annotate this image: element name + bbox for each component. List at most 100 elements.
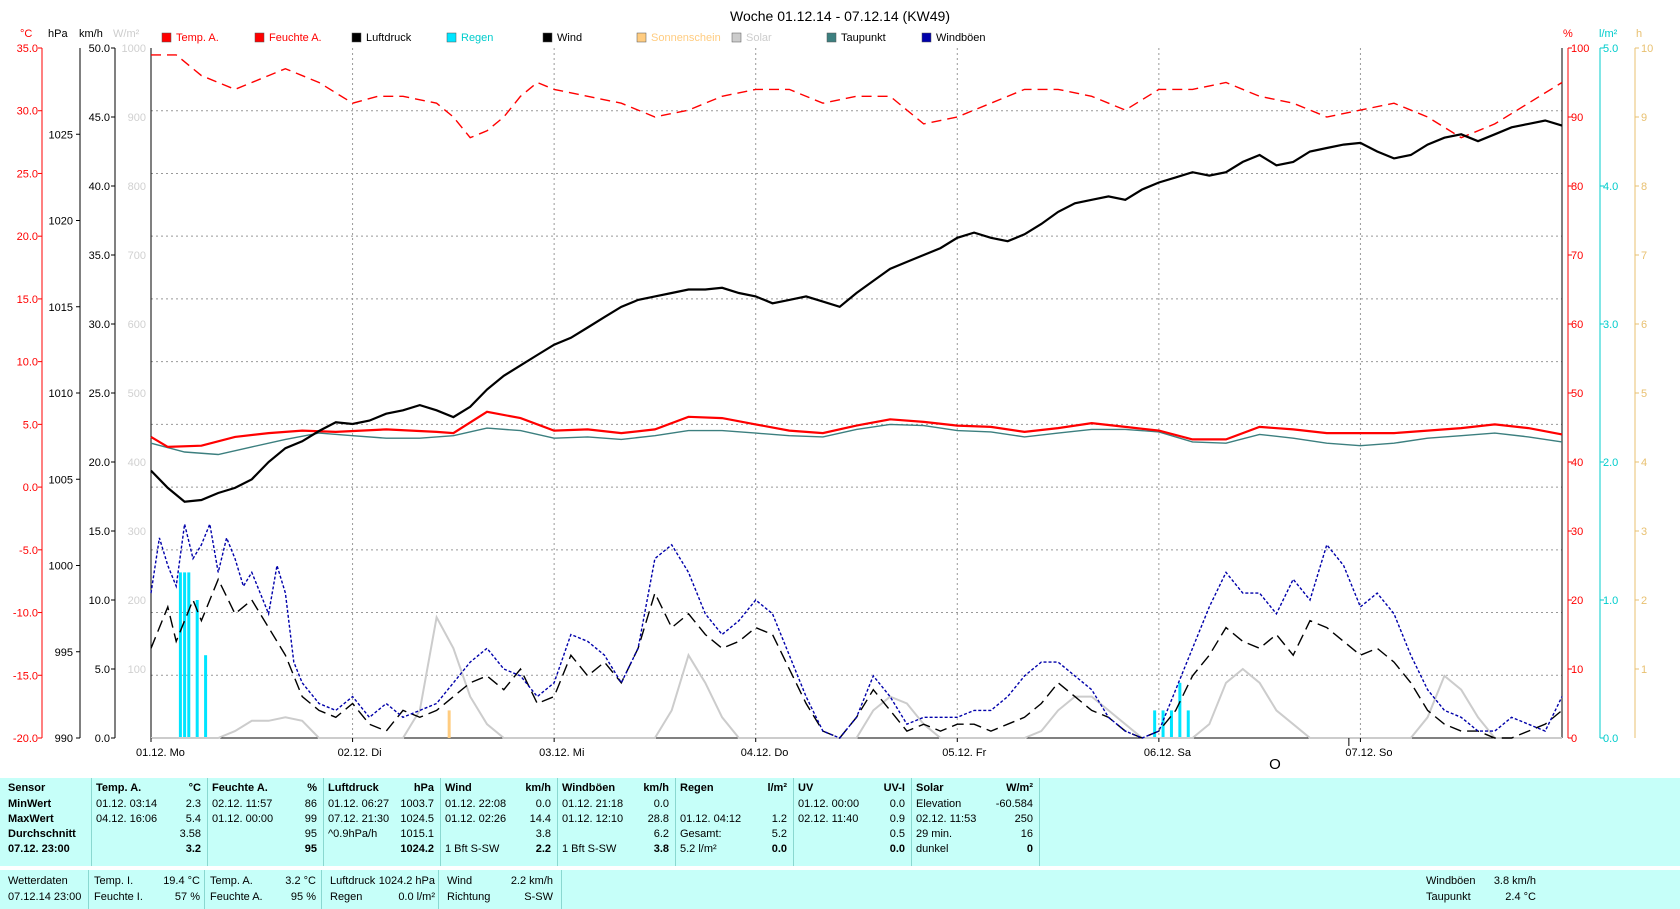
stats-cell: 0.0 bbox=[889, 798, 905, 810]
stats-cell: 95 bbox=[304, 828, 317, 840]
stats-cell: Sensor bbox=[8, 782, 46, 794]
stats-cell: 2.2 bbox=[535, 843, 551, 855]
stats-cell: W/m² bbox=[1006, 782, 1033, 794]
tick-label-temp: 0.0 bbox=[23, 482, 38, 494]
stats-cell: 07.12. 23:00 bbox=[8, 843, 70, 855]
stats-cell: Solar bbox=[916, 782, 944, 794]
stats-row-header: Sensor Temp. A. °C Feuchte A.% Luftdruck hPa W… bbox=[0, 781, 1680, 796]
stats-cell: UV bbox=[798, 782, 814, 794]
info-cell: Wind bbox=[447, 875, 473, 887]
tick-label-pct: 60 bbox=[1571, 319, 1583, 331]
bar-regen bbox=[204, 655, 208, 738]
chart-series bbox=[150, 54, 1563, 739]
stats-cell: 01.12. 03:14 bbox=[96, 798, 158, 810]
stats-cell: 07.12. 21:30 bbox=[328, 813, 390, 825]
x-label: 05.12. Fr bbox=[942, 747, 986, 759]
tick-label-wm2: 100 bbox=[128, 664, 146, 676]
legend-label: Regen bbox=[461, 32, 493, 44]
x-label: 02.12. Di bbox=[338, 747, 382, 759]
series-solar bbox=[151, 614, 1562, 739]
legend-label: Taupunkt bbox=[841, 32, 886, 44]
stats-cell: 99 bbox=[304, 813, 317, 825]
tick-label-temp: 35.0 bbox=[17, 43, 38, 55]
tick-label-kmh: 25.0 bbox=[89, 388, 110, 400]
tick-label-hpa: 1020 bbox=[49, 216, 73, 228]
legend-swatch bbox=[826, 32, 837, 43]
tick-label-temp: 10.0 bbox=[17, 357, 38, 369]
stats-cell: 1.2 bbox=[771, 813, 787, 825]
info-cell: Taupunkt bbox=[1426, 891, 1471, 903]
weather-chart: Woche 01.12.14 - 07.12.14 (KW49) Temp. A… bbox=[13, 8, 1653, 773]
tick-label-kmh: 15.0 bbox=[89, 526, 110, 538]
tick-label-temp: 15.0 bbox=[17, 294, 38, 306]
tick-label-wm2: 900 bbox=[128, 112, 146, 124]
stats-column bbox=[0, 778, 92, 866]
legend-swatch bbox=[446, 32, 457, 43]
stats-cell: 1024.2 bbox=[400, 843, 434, 855]
tick-label-h: 7 bbox=[1641, 250, 1647, 262]
stats-cell: 01.12. 06:27 bbox=[328, 798, 390, 810]
stats-column bbox=[558, 778, 676, 866]
series-feuchte-a- bbox=[151, 54, 1563, 139]
stats-row-max: MaxWert 04.12. 16:06 5.4 01.12. 00:00 99 07.1… bbox=[0, 812, 1680, 827]
tick-label-h: 2 bbox=[1641, 595, 1647, 607]
tick-label-pct: 70 bbox=[1571, 250, 1583, 262]
info-cell: 95 % bbox=[290, 891, 316, 903]
tick-label-kmh: 20.0 bbox=[89, 457, 110, 469]
stats-cell: 01.12. 04:12 bbox=[680, 813, 742, 825]
tick-label-lm2: 4.0 bbox=[1603, 181, 1618, 193]
stats-cell: 3.58 bbox=[179, 828, 201, 840]
tick-label-hpa: 1025 bbox=[49, 129, 73, 141]
tick-label-kmh: 30.0 bbox=[89, 319, 110, 331]
legend-swatch bbox=[636, 32, 647, 43]
stats-cell: Feuchte A. bbox=[212, 782, 268, 794]
bar-regen bbox=[1178, 682, 1182, 738]
stats-cell: km/h bbox=[643, 782, 669, 794]
stats-cell: 95 bbox=[304, 843, 317, 855]
info-cell: 3.8 km/h bbox=[1493, 875, 1536, 887]
tick-label-h: 9 bbox=[1641, 112, 1647, 124]
stats-cell: Elevation bbox=[916, 798, 962, 810]
legend-swatch bbox=[542, 32, 553, 43]
legend-swatch bbox=[351, 32, 362, 43]
info-cell: 3.2 °C bbox=[285, 875, 316, 887]
bar-regen bbox=[178, 572, 182, 738]
stats-cell: MaxWert bbox=[8, 813, 54, 825]
unit-h: h bbox=[1636, 28, 1642, 40]
info-cell: 19.4 °C bbox=[163, 875, 200, 887]
tick-label-lm2: 0.0 bbox=[1603, 733, 1618, 745]
info-cell: S-SW bbox=[524, 891, 553, 903]
stats-cell: hPa bbox=[413, 782, 434, 794]
tick-label-h: 5 bbox=[1641, 388, 1647, 400]
stats-cell: 16 bbox=[1020, 828, 1033, 840]
stats-cell: Durchschnitt bbox=[8, 828, 76, 840]
stats-cell: 1 Bft S-SW bbox=[562, 843, 617, 855]
info-cell: Temp. I. bbox=[94, 875, 134, 887]
x-label: 04.12. Do bbox=[741, 747, 789, 759]
bar-regen bbox=[195, 600, 199, 738]
info-panel: Wetterdaten Temp. I. 19.4 °C Temp. A. 3.2 °C… bbox=[0, 870, 1680, 909]
tick-label-temp: 30.0 bbox=[17, 106, 38, 118]
bar-sonnenschein bbox=[447, 710, 451, 738]
stats-column bbox=[912, 778, 1040, 866]
info-cell: 0.0 l/m² bbox=[398, 891, 435, 903]
bar-regen bbox=[1161, 710, 1165, 738]
legend-label: Solar bbox=[746, 32, 772, 44]
stats-column bbox=[92, 778, 208, 866]
stats-cell: dunkel bbox=[916, 843, 949, 855]
stats-column bbox=[441, 778, 558, 866]
legend-label: Feuchte A. bbox=[269, 32, 322, 44]
tick-label-h: 10 bbox=[1641, 43, 1653, 55]
bar-regen bbox=[1153, 710, 1157, 738]
tick-label-lm2: 2.0 bbox=[1603, 457, 1618, 469]
x-label: 07.12. So bbox=[1345, 747, 1392, 759]
info-cell: Luftdruck bbox=[330, 875, 376, 887]
stats-cell: 0 bbox=[1026, 843, 1033, 855]
info-column bbox=[439, 870, 562, 909]
tick-label-kmh: 10.0 bbox=[89, 595, 110, 607]
tick-label-wm2: 600 bbox=[128, 319, 146, 331]
info-cell: 07.12.14 23:00 bbox=[8, 891, 82, 903]
info-row: Wetterdaten Temp. I. 19.4 °C Temp. A. 3.2 °C… bbox=[0, 874, 1680, 889]
stats-column bbox=[208, 778, 324, 866]
stats-panel: Sensor Temp. A. °C Feuchte A.% Luftdruck hPa W… bbox=[0, 778, 1680, 866]
